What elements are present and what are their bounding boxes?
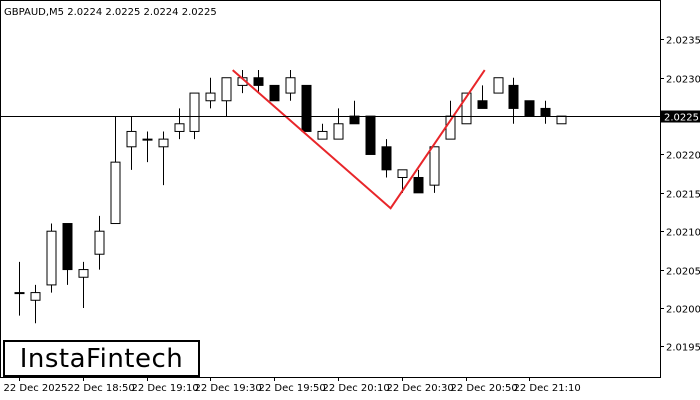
candle-body-bear (508, 84, 519, 109)
current-price-group: 2.0225 (0, 110, 700, 124)
time-tick-label: 22 Dec 18:50 (68, 383, 135, 394)
candle-body-bear (524, 100, 535, 117)
candle (221, 77, 232, 117)
candle-body-bull (397, 169, 408, 178)
candle-body-bull (46, 230, 57, 286)
candle-body-bull (189, 92, 200, 132)
candle (540, 100, 551, 124)
candle-body-bull (221, 77, 232, 102)
candle-body-bull (333, 123, 344, 140)
candle (381, 139, 392, 178)
candle (269, 84, 280, 102)
candle-body-bull (429, 146, 440, 186)
candle (62, 223, 73, 285)
candles-group (14, 70, 567, 324)
candle (285, 70, 296, 101)
candle-body-bull (174, 123, 185, 132)
candle-body-bear (349, 115, 360, 125)
price-tick-label: 2.0220 (666, 151, 700, 162)
candle-body-bear (365, 115, 376, 155)
logo-text: InstaFintech (19, 343, 184, 374)
candle (142, 131, 153, 163)
candle-body-bull (110, 161, 121, 225)
time-tick-label: 22 Dec 21:10 (514, 383, 581, 394)
candle (126, 116, 137, 170)
candle (158, 131, 169, 186)
candle-body-bull (142, 138, 153, 141)
symbol-header: GBPAUD,M5 2.0224 2.0225 2.0224 2.0225 (4, 7, 217, 18)
candle-body-bear (413, 176, 424, 194)
candle (333, 108, 344, 140)
candle-body-bear (62, 223, 73, 271)
candle (253, 70, 264, 94)
price-tick-label: 2.0235 (666, 36, 700, 47)
candle-body-bull (205, 92, 216, 102)
price-tick-label: 2.0215 (666, 190, 700, 201)
candle-body-bear (301, 84, 312, 132)
candle-body-bull (493, 77, 504, 94)
current-price-label: 2.0225 (664, 113, 699, 124)
candle (556, 115, 567, 125)
candle (14, 261, 25, 316)
candle (110, 116, 121, 225)
candle-body-bull (285, 77, 296, 94)
candle-body-bear (253, 77, 264, 86)
candle (429, 146, 440, 193)
candle (493, 77, 504, 94)
candle-body-bull (461, 92, 472, 125)
candle-body-bull (14, 292, 25, 295)
time-tick-label: 22 Dec 2025 (4, 383, 68, 394)
plot-frame (0, 0, 661, 378)
candle-body-bear (381, 146, 392, 171)
candle-body-bear (540, 107, 551, 117)
candle (349, 100, 360, 125)
candle (78, 261, 89, 308)
candle (94, 215, 105, 270)
candle-body-bull (126, 130, 137, 148)
price-tick-label: 2.0230 (666, 75, 700, 86)
candle (317, 123, 328, 140)
price-tick-label: 2.0210 (666, 228, 700, 239)
time-tick-label: 22 Dec 20:50 (451, 383, 518, 394)
candle-body-bull (30, 292, 41, 301)
candle-body-bull (94, 230, 105, 255)
candle-body-bull (317, 130, 328, 140)
price-tick-label: 2.0205 (666, 267, 700, 278)
candle-body-bull (158, 138, 169, 148)
candle (477, 85, 488, 109)
candle (413, 169, 424, 194)
price-tick-label: 2.0195 (666, 343, 700, 354)
candle-body-bear (269, 84, 280, 102)
candle-body-bull (556, 115, 567, 125)
time-tick-label: 22 Dec 19:10 (132, 383, 199, 394)
candle (524, 100, 535, 117)
candle (301, 84, 312, 132)
price-axis: 2.0235 2.0230 2.0220 2.0215 2.0210 2.0205 2.02… (660, 36, 700, 354)
candle (365, 115, 376, 155)
instafintech-logo: InstaFintech (3, 340, 200, 377)
time-tick-label: 22 Dec 20:30 (387, 383, 454, 394)
candle (46, 223, 57, 293)
candle (205, 77, 216, 109)
candle-body-bear (477, 100, 488, 109)
candle (174, 108, 185, 140)
candle (30, 284, 41, 324)
time-tick-label: 22 Dec 19:50 (259, 383, 326, 394)
time-tick-label: 22 Dec 19:30 (195, 383, 262, 394)
time-tick-label: 22 Dec 20:10 (323, 383, 390, 394)
current-price-badge (660, 110, 700, 123)
candle-body-bull (78, 269, 89, 278)
price-tick-label: 2.0200 (666, 305, 700, 316)
